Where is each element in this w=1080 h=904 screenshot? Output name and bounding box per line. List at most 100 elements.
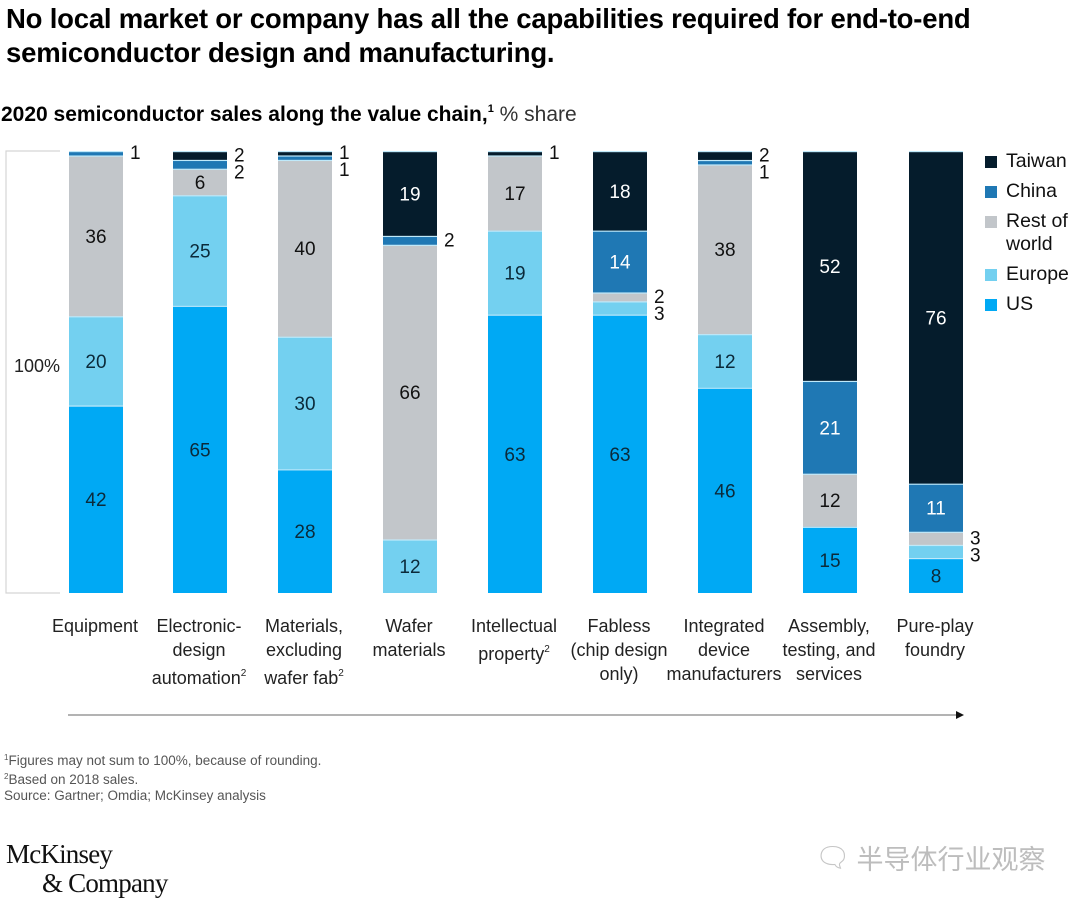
data-label: 40 bbox=[294, 239, 315, 260]
bar-segment-taiwan-3 bbox=[383, 151, 437, 236]
category-label: Wafer materials bbox=[372, 616, 446, 660]
bar-segment-us-0 bbox=[69, 405, 123, 593]
segment-separator bbox=[593, 314, 647, 316]
legend-label: Rest of world bbox=[1006, 210, 1068, 255]
data-label: 25 bbox=[189, 241, 210, 262]
bar-segment-us-5 bbox=[593, 314, 647, 593]
bar-segment-taiwan-4 bbox=[488, 151, 542, 156]
segment-separator bbox=[803, 526, 857, 528]
data-label: 63 bbox=[504, 445, 525, 466]
segment-separator bbox=[909, 151, 963, 153]
segment-separator bbox=[69, 151, 123, 153]
data-label-outside: 3 bbox=[654, 304, 665, 325]
category-label: Fabless (chip design only) bbox=[570, 616, 668, 684]
segment-separator bbox=[909, 544, 963, 547]
bar-segment-china-5 bbox=[593, 230, 647, 293]
bar-segment-us-4 bbox=[488, 314, 542, 593]
segment-separator bbox=[909, 483, 963, 485]
bar-segment-rest-of-world-8 bbox=[909, 531, 963, 545]
data-label: 12 bbox=[399, 557, 420, 578]
data-label: 46 bbox=[714, 481, 735, 502]
bar-segment-rest-of-world-6 bbox=[698, 164, 752, 335]
bar-segment-taiwan-1 bbox=[173, 151, 227, 160]
data-label: 15 bbox=[819, 551, 840, 572]
data-label: 65 bbox=[189, 440, 210, 461]
data-label: 14 bbox=[609, 253, 631, 274]
legend-swatch bbox=[985, 299, 997, 311]
footnote-2-marker: 2 bbox=[4, 772, 9, 781]
bar-segment-china-7 bbox=[803, 380, 857, 474]
legend-swatch bbox=[985, 156, 997, 168]
segment-separator bbox=[488, 230, 542, 232]
bar-segment-taiwan-5 bbox=[593, 151, 647, 231]
bar-segment-europe-8 bbox=[909, 544, 963, 558]
logo-line-1: McKinsey bbox=[6, 839, 113, 869]
legend-item-rest-of-world: Rest of world bbox=[985, 210, 1080, 256]
bar-segment-rest-of-world-0 bbox=[69, 155, 123, 317]
data-label: 19 bbox=[504, 264, 525, 285]
chart-title: No local market or company has all the c… bbox=[6, 3, 971, 68]
subtitle-footnote-ref: 1 bbox=[487, 103, 494, 115]
data-label-outside: 1 bbox=[339, 160, 350, 181]
data-label: 66 bbox=[399, 383, 420, 404]
segment-separator bbox=[278, 469, 332, 471]
data-label-outside: 3 bbox=[970, 528, 981, 549]
legend-item-taiwan: Taiwan bbox=[985, 150, 1080, 173]
segment-separator bbox=[698, 164, 752, 166]
segment-separator bbox=[698, 387, 752, 389]
segment-separator bbox=[593, 292, 647, 294]
bar-segment-china-8 bbox=[909, 483, 963, 532]
bar-segment-china-2 bbox=[278, 155, 332, 160]
data-label-outside: 1 bbox=[759, 162, 770, 183]
bracket-line bbox=[5, 150, 60, 594]
data-label: 17 bbox=[504, 184, 525, 205]
bar-segment-china-0 bbox=[69, 151, 123, 156]
bar-segment-europe-4 bbox=[488, 230, 542, 315]
watermark-text: 半导体行业观察 bbox=[856, 845, 1046, 875]
data-label: 12 bbox=[819, 491, 840, 512]
footnote-2: 2Based on 2018 sales. bbox=[4, 767, 138, 789]
bar-segment-taiwan-8 bbox=[909, 151, 963, 484]
bar-segment-europe-5 bbox=[593, 301, 647, 315]
data-label: 20 bbox=[85, 352, 106, 373]
segment-separator bbox=[278, 151, 332, 153]
bar-segment-china-6 bbox=[698, 159, 752, 165]
category-label: Pure-play foundry bbox=[896, 616, 974, 660]
data-label: 38 bbox=[714, 240, 735, 261]
segment-separator bbox=[383, 539, 437, 541]
data-label-outside: 2 bbox=[759, 145, 770, 166]
mckinsey-logo: McKinsey & Company bbox=[6, 840, 168, 898]
footnote-ref: 2 bbox=[544, 644, 550, 655]
legend-swatch bbox=[985, 269, 997, 281]
source-note: Source: Gartner; Omdia; McKinsey analysi… bbox=[4, 786, 266, 805]
segment-separator bbox=[383, 244, 437, 246]
segment-separator bbox=[803, 380, 857, 383]
segment-separator bbox=[593, 230, 647, 232]
legend-item-us: US bbox=[985, 293, 1080, 316]
logo-line-2: & Company bbox=[42, 868, 168, 898]
category-label: Integrated device manufacturers bbox=[666, 616, 782, 684]
legend-label: US bbox=[1006, 293, 1034, 315]
legend-label: Taiwan bbox=[1006, 150, 1067, 172]
legend-label: Europe bbox=[1006, 263, 1069, 285]
chart-subtitle: 2020 semiconductor sales along the value… bbox=[1, 96, 577, 128]
segment-separator bbox=[593, 151, 647, 153]
segment-separator bbox=[488, 155, 542, 157]
hundred-percent-bracket: 100% bbox=[5, 150, 60, 594]
segment-separator bbox=[488, 151, 542, 153]
source-text: Source: Gartner; Omdia; McKinsey analysi… bbox=[4, 788, 266, 803]
bar-segment-europe-2 bbox=[278, 336, 332, 470]
segment-separator bbox=[803, 151, 857, 153]
bar-segment-europe-0 bbox=[69, 316, 123, 406]
data-label-outside: 1 bbox=[130, 143, 141, 164]
bar-segment-rest-of-world-3 bbox=[383, 244, 437, 540]
category-label: Equipment bbox=[51, 616, 139, 636]
segment-separator bbox=[593, 301, 647, 303]
value-chain-arrow bbox=[68, 711, 964, 719]
bar-segment-us-8 bbox=[909, 557, 963, 593]
segment-separator bbox=[173, 159, 227, 162]
category-label: Assembly, testing, and services bbox=[782, 616, 876, 684]
bar-segment-taiwan-6 bbox=[698, 151, 752, 160]
legend-swatch bbox=[985, 186, 997, 198]
segment-separator bbox=[698, 159, 752, 162]
